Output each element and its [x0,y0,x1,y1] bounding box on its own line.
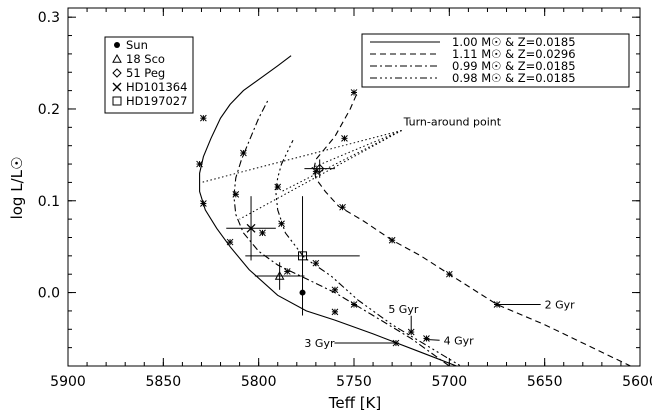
age-label: 2 Gyr [545,298,576,311]
age-label: 3 Gyr [304,337,335,350]
y-tick-label: 0.3 [38,10,60,26]
triangle-symbol [112,53,122,63]
age-marker [423,335,430,342]
x-tick-label: 5650 [527,374,563,390]
age-annotation: 3 Gyr [304,337,396,350]
y-axis-label: log L/L☉ [8,157,26,220]
series-line-solid [199,55,459,366]
age-marker [226,238,234,246]
x-tick-label: 5850 [146,374,182,390]
age-label: 4 Gyr [444,334,475,347]
legend-star-label: HD101364 [126,80,187,94]
x-axis-label: Teff [K] [328,394,382,412]
cross-symbol [246,223,256,233]
legend-track-label: 0.98 M☉ & Z=0.0185 [452,71,576,85]
age-marker [341,134,348,142]
series-line-dashed [313,91,632,366]
legend-star-label: HD197027 [126,94,187,108]
square-symbol [112,96,122,106]
star-hd197027 [245,196,360,316]
legend-star-label: 18 Sco [126,52,165,66]
series-line-dashdot [233,99,450,366]
age-marker [200,114,207,122]
x-tick-label: 5800 [241,374,277,390]
turnaround-pointer [239,130,402,220]
triangle-symbol [274,271,285,280]
legend-star-label: 51 Peg [126,66,165,80]
turnaround-pointer [201,130,402,183]
y-tick-label: 0.0 [38,286,60,302]
x-tick-label: 5900 [50,374,86,390]
stars-layer [226,159,360,316]
series-layer [199,55,632,366]
age-marker [283,268,291,275]
star-hd101364 [226,196,276,261]
age-marker [350,89,358,96]
y-tick-label: 0.1 [38,194,60,210]
age-marker [232,190,240,198]
age-markers [196,89,501,374]
x-tick-label: 5700 [432,374,468,390]
age-marker [331,308,339,316]
y-tick-label: 0.2 [38,102,60,118]
age-marker [331,286,339,294]
legend-star-label: Sun [126,38,148,52]
age-marker [312,259,320,267]
age-annotation: 4 Gyr [424,334,475,347]
turnaround-label: Turn-around point [403,115,502,128]
age-marker [259,229,266,237]
turnaround-pointer [309,130,402,170]
age-marker [339,203,346,211]
turnaround-pointer [281,130,402,193]
square-symbol [298,251,308,261]
age-marker [196,160,203,168]
age-marker [350,301,358,308]
legend-track-label: 1.11 M☉ & Z=0.0296 [452,47,576,61]
cross-symbol [112,82,122,92]
age-marker [388,236,396,244]
age-marker [278,220,285,228]
sun-symbol [114,42,120,48]
age-marker [465,368,471,374]
age-annotation: 5 Gyr [388,303,419,333]
age-marker [200,200,207,207]
series-line-dashdotdotdot [275,139,462,366]
age-marker [274,183,282,191]
legend-track-label: 0.99 M☉ & Z=0.0185 [452,59,576,73]
age-marker [445,270,453,278]
age-annotation: 2 Gyr [497,298,575,311]
star-51-peg [304,159,335,178]
diamond-symbol [112,68,122,78]
x-tick-label: 5750 [336,374,372,390]
annotations: Turn-around point 5 Gyr 4 Gyr 3 Gyr 2 Gyr [201,115,575,350]
age-label: 5 Gyr [388,303,419,316]
legend-track-label: 1.00 M☉ & Z=0.0185 [452,35,576,49]
star-18-sco [254,262,305,290]
age-marker [240,149,247,157]
diamond-symbol [314,163,325,174]
